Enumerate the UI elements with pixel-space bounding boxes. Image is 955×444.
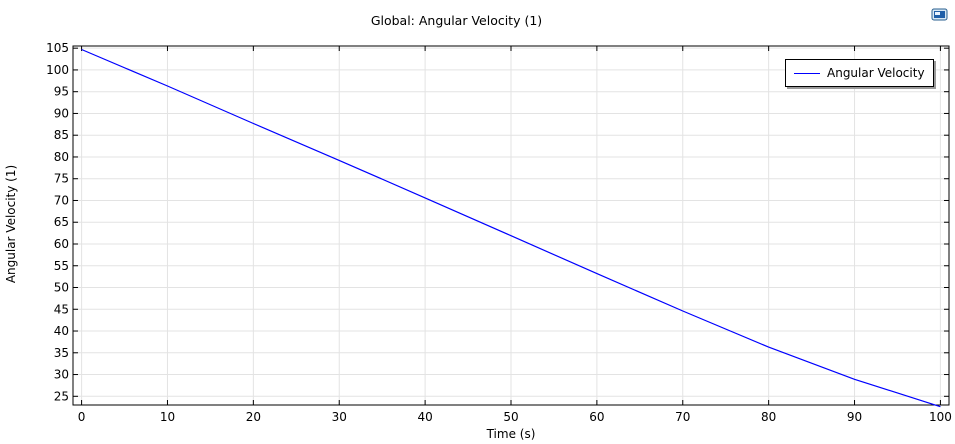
- y-tick-label: 75: [54, 172, 69, 186]
- y-tick-label: 60: [54, 237, 69, 251]
- y-axis-ticks: 25 30 35 40 45 50 55 60 65 70 75 80 85 90 95 100 105: [46, 41, 949, 403]
- x-tick-label: 90: [847, 410, 862, 424]
- legend-swatch: [794, 72, 820, 74]
- x-tick-label: 10: [160, 410, 175, 424]
- y-tick-label: 105: [46, 41, 69, 55]
- y-tick-label: 30: [54, 368, 69, 382]
- legend: Angular Velocity: [785, 59, 934, 87]
- y-tick-label: 90: [54, 106, 69, 120]
- x-tick-label: 80: [761, 410, 776, 424]
- y-tick-label: 85: [54, 128, 69, 142]
- y-tick-label: 100: [46, 63, 69, 77]
- y-tick-label: 65: [54, 215, 69, 229]
- x-tick-label: 100: [929, 410, 952, 424]
- chart-title: Global: Angular Velocity (1): [370, 13, 543, 28]
- y-tick-label: 35: [54, 346, 69, 360]
- x-tick-label: 70: [675, 410, 690, 424]
- y-tick-label: 70: [54, 193, 69, 207]
- y-tick-label: 25: [54, 389, 69, 403]
- x-axis-ticks: 0 10 20 30 40 50 60 70 80 90 100: [78, 46, 952, 424]
- x-tick-label: 40: [417, 410, 432, 424]
- y-tick-label: 80: [54, 150, 69, 164]
- series-line-angular-velocity: [81, 48, 941, 408]
- legend-label: Angular Velocity: [827, 66, 925, 80]
- x-tick-label: 50: [503, 410, 518, 424]
- monitor-icon[interactable]: [931, 7, 949, 23]
- x-tick-label: 30: [332, 410, 347, 424]
- x-tick-label: 60: [589, 410, 604, 424]
- x-tick-label: 0: [78, 410, 86, 424]
- y-tick-label: 40: [54, 324, 69, 338]
- x-tick-label: 20: [246, 410, 261, 424]
- y-tick-label: 50: [54, 281, 69, 295]
- grid-lines: [73, 46, 949, 405]
- x-axis-label: Time (s): [486, 427, 536, 441]
- y-tick-label: 45: [54, 302, 69, 316]
- y-tick-label: 55: [54, 259, 69, 273]
- data-series: [81, 48, 941, 408]
- y-tick-label: 95: [54, 85, 69, 99]
